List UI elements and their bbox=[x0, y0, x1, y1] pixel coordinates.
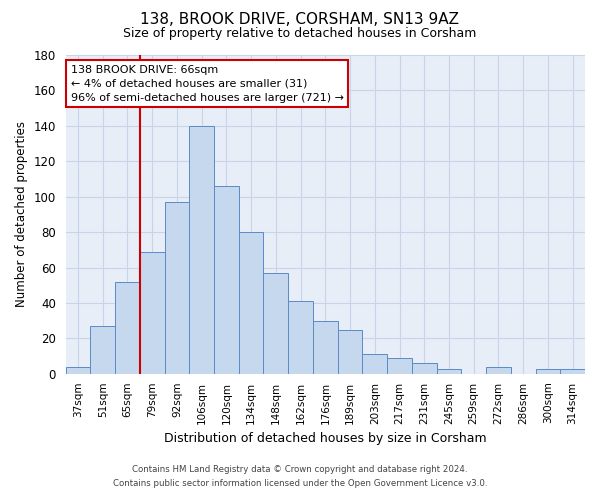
Bar bbox=[164, 202, 190, 374]
Text: 138 BROOK DRIVE: 66sqm
← 4% of detached houses are smaller (31)
96% of semi-deta: 138 BROOK DRIVE: 66sqm ← 4% of detached … bbox=[71, 64, 344, 102]
Bar bbox=[239, 232, 263, 374]
Bar bbox=[362, 354, 387, 374]
Y-axis label: Number of detached properties: Number of detached properties bbox=[15, 122, 28, 308]
Bar bbox=[486, 367, 511, 374]
Bar bbox=[536, 368, 560, 374]
Bar bbox=[412, 364, 437, 374]
Bar bbox=[437, 368, 461, 374]
Bar bbox=[560, 368, 585, 374]
Bar bbox=[91, 326, 115, 374]
X-axis label: Distribution of detached houses by size in Corsham: Distribution of detached houses by size … bbox=[164, 432, 487, 445]
Bar bbox=[65, 367, 91, 374]
Bar bbox=[338, 330, 362, 374]
Text: Size of property relative to detached houses in Corsham: Size of property relative to detached ho… bbox=[124, 28, 476, 40]
Bar bbox=[313, 321, 338, 374]
Bar bbox=[387, 358, 412, 374]
Bar bbox=[288, 302, 313, 374]
Bar bbox=[115, 282, 140, 374]
Text: 138, BROOK DRIVE, CORSHAM, SN13 9AZ: 138, BROOK DRIVE, CORSHAM, SN13 9AZ bbox=[140, 12, 460, 28]
Bar bbox=[190, 126, 214, 374]
Bar bbox=[214, 186, 239, 374]
Bar bbox=[263, 273, 288, 374]
Bar bbox=[140, 252, 164, 374]
Text: Contains HM Land Registry data © Crown copyright and database right 2024.
Contai: Contains HM Land Registry data © Crown c… bbox=[113, 466, 487, 487]
